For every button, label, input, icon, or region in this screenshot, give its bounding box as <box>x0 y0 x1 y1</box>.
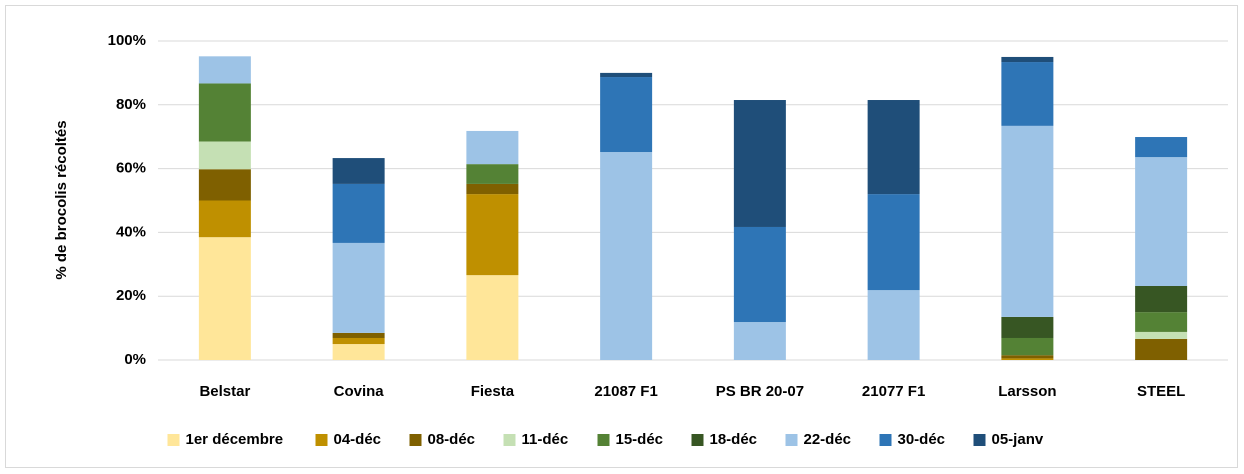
legend-label: 18-déc <box>710 431 758 448</box>
y-tick-label: 100% <box>108 32 146 49</box>
y-tick-label: 0% <box>124 351 146 368</box>
legend-label: 05-janv <box>992 431 1044 448</box>
bar-segment <box>332 337 385 345</box>
x-tick-label: Larsson <box>998 383 1056 400</box>
bar-segment <box>332 183 385 243</box>
bar-segment <box>466 164 519 184</box>
bar-segment <box>1135 285 1188 313</box>
y-tick-label: 40% <box>116 223 146 240</box>
legend-swatch <box>785 434 798 446</box>
bar-segment <box>1001 62 1054 126</box>
bar-segment <box>600 72 653 78</box>
legend-label: 11-déc <box>522 431 569 448</box>
bar-segment <box>466 130 519 165</box>
bar-segment <box>198 200 251 238</box>
bar-segment <box>1001 337 1054 356</box>
bar-segment <box>733 322 786 360</box>
bar-segment <box>332 242 385 333</box>
x-tick-label: 21087 F1 <box>594 383 657 400</box>
bar-segment <box>600 77 653 153</box>
legend-label: 15-déc <box>616 431 664 448</box>
x-tick-label: Covina <box>334 383 385 400</box>
y-tick-label: 60% <box>116 160 146 177</box>
bar-segment <box>1135 331 1188 339</box>
legend-swatch <box>315 434 328 446</box>
legend-swatch <box>409 434 422 446</box>
bar-segment <box>600 152 653 360</box>
legend-swatch <box>879 434 892 446</box>
bar-segment <box>198 141 251 170</box>
y-tick-label: 20% <box>116 287 146 304</box>
bar-segment <box>466 183 519 195</box>
bar-segment <box>198 56 251 84</box>
bar-segment <box>198 237 251 360</box>
bar-segment <box>1135 338 1188 360</box>
bar-segment <box>733 226 786 323</box>
bar-segment <box>332 332 385 338</box>
legend-label: 04-déc <box>334 431 382 448</box>
bar-segment <box>867 100 920 195</box>
bar-segment <box>198 169 251 201</box>
bar-segment <box>1001 125 1054 317</box>
x-tick-label: Belstar <box>199 383 250 400</box>
bar-segment <box>198 83 251 142</box>
legend-swatch <box>691 434 704 446</box>
bar-segment <box>1135 157 1188 286</box>
y-axis-label: % de brocolis récoltés <box>53 120 70 279</box>
legend-label: 1er décembre <box>186 431 284 448</box>
legend-swatch <box>973 434 986 446</box>
bar-segment <box>1135 137 1188 158</box>
bar-segment <box>1001 56 1054 63</box>
x-tick-label: 21077 F1 <box>862 383 925 400</box>
legend-swatch <box>167 434 180 446</box>
bar-segment <box>1001 355 1054 359</box>
bar-segment <box>1001 358 1054 360</box>
x-tick-label: STEEL <box>1137 383 1185 400</box>
x-tick-label: Fiesta <box>471 383 515 400</box>
legend-label: 30-déc <box>898 431 946 448</box>
bar-segment <box>733 100 786 227</box>
bar-segment <box>466 275 519 360</box>
legend-label: 08-déc <box>428 431 476 448</box>
bar-segment <box>867 290 920 360</box>
legend-swatch <box>597 434 610 446</box>
x-tick-label: PS BR 20-07 <box>716 383 804 400</box>
bar-segment <box>332 344 385 360</box>
bar-segment <box>1001 316 1054 338</box>
bar-segment <box>867 194 920 291</box>
bar-segment <box>1135 312 1188 332</box>
bar-segment <box>332 158 385 184</box>
bar-segment <box>466 194 519 276</box>
legend-label: 22-déc <box>804 431 852 448</box>
legend-swatch <box>503 434 516 446</box>
y-tick-label: 80% <box>116 96 146 113</box>
